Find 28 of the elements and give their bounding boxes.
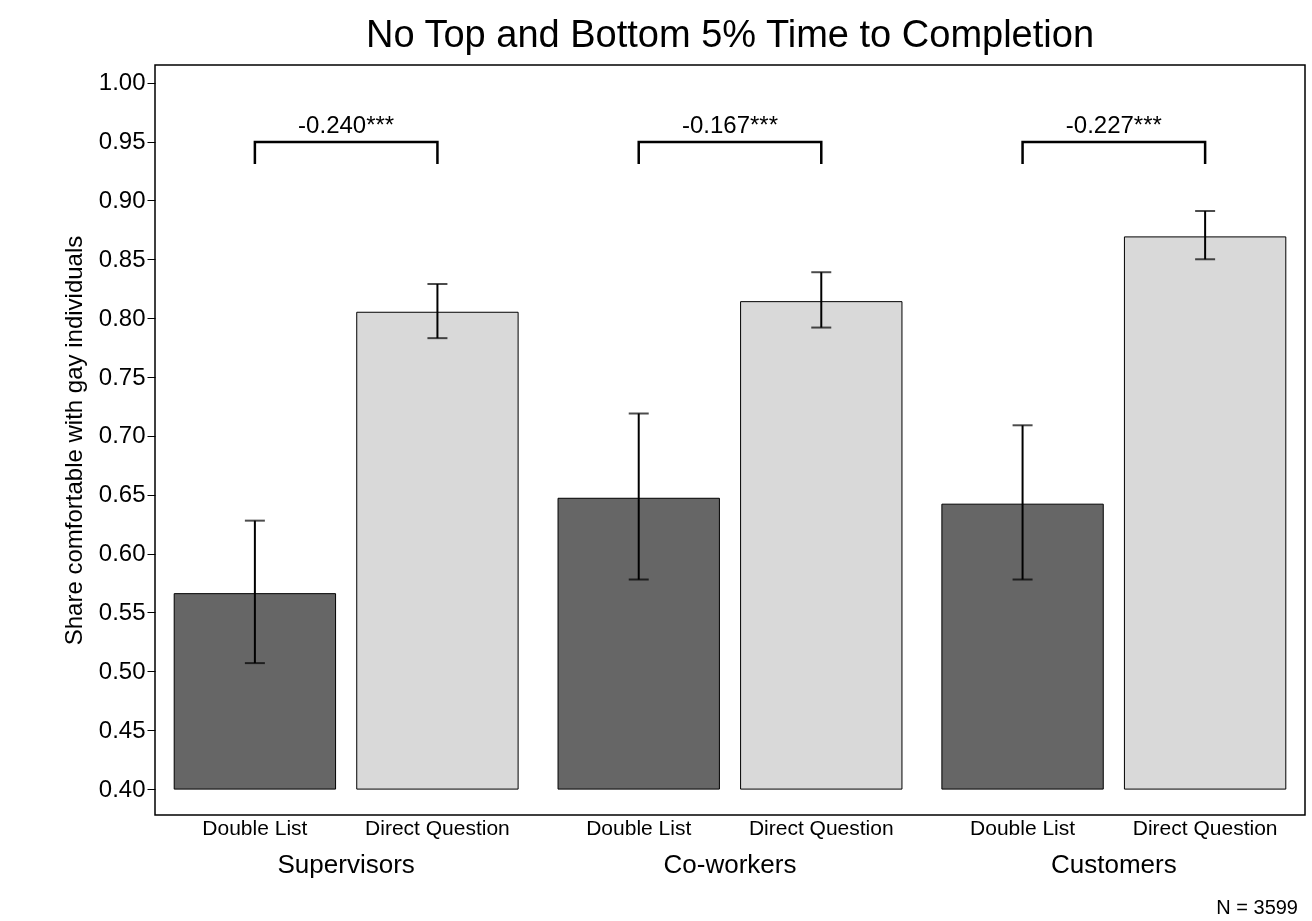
x-tick-label: Customers bbox=[1050, 848, 1177, 879]
y-tick-label: 0.90 bbox=[98, 185, 146, 213]
text: Double List bbox=[586, 816, 692, 839]
y-tick-label: 0.70 bbox=[98, 421, 146, 449]
x-tick-label: Supervisors bbox=[277, 848, 415, 879]
text: Direct Question bbox=[1132, 816, 1278, 839]
y-tick-label: 0.95 bbox=[98, 127, 146, 155]
y-tick-label: 0.50 bbox=[98, 656, 146, 684]
text: Direct Question bbox=[748, 816, 894, 839]
series-label: Direct Question bbox=[365, 816, 510, 839]
y-tick-label: 0.55 bbox=[98, 597, 146, 625]
text: Double List bbox=[970, 816, 1076, 839]
y-axis-title: Share comfortable with gay individuals bbox=[59, 235, 87, 646]
annotation: -0.227*** bbox=[1065, 111, 1162, 138]
y-tick-label: 0.45 bbox=[98, 715, 146, 743]
y-tick-label: 0.75 bbox=[98, 362, 146, 390]
y-tick-label: 1.00 bbox=[98, 68, 146, 96]
y-tick-label: 0.60 bbox=[98, 539, 146, 567]
y-tick-label: 0.65 bbox=[98, 480, 146, 508]
annotation: -0.240*** bbox=[298, 111, 395, 138]
y-tick-label: 0.80 bbox=[98, 303, 146, 331]
y-tick-label: 0.85 bbox=[98, 244, 146, 272]
x-tick-label: Co-workers bbox=[663, 848, 797, 879]
chart-title: No Top and Bottom 5% Time to Completion bbox=[365, 13, 1095, 55]
series-label: Double List bbox=[202, 816, 308, 839]
text: N = 3599 bbox=[1216, 896, 1298, 919]
annotation: -0.167*** bbox=[681, 111, 779, 138]
y-tick-label: 0.40 bbox=[98, 774, 146, 802]
